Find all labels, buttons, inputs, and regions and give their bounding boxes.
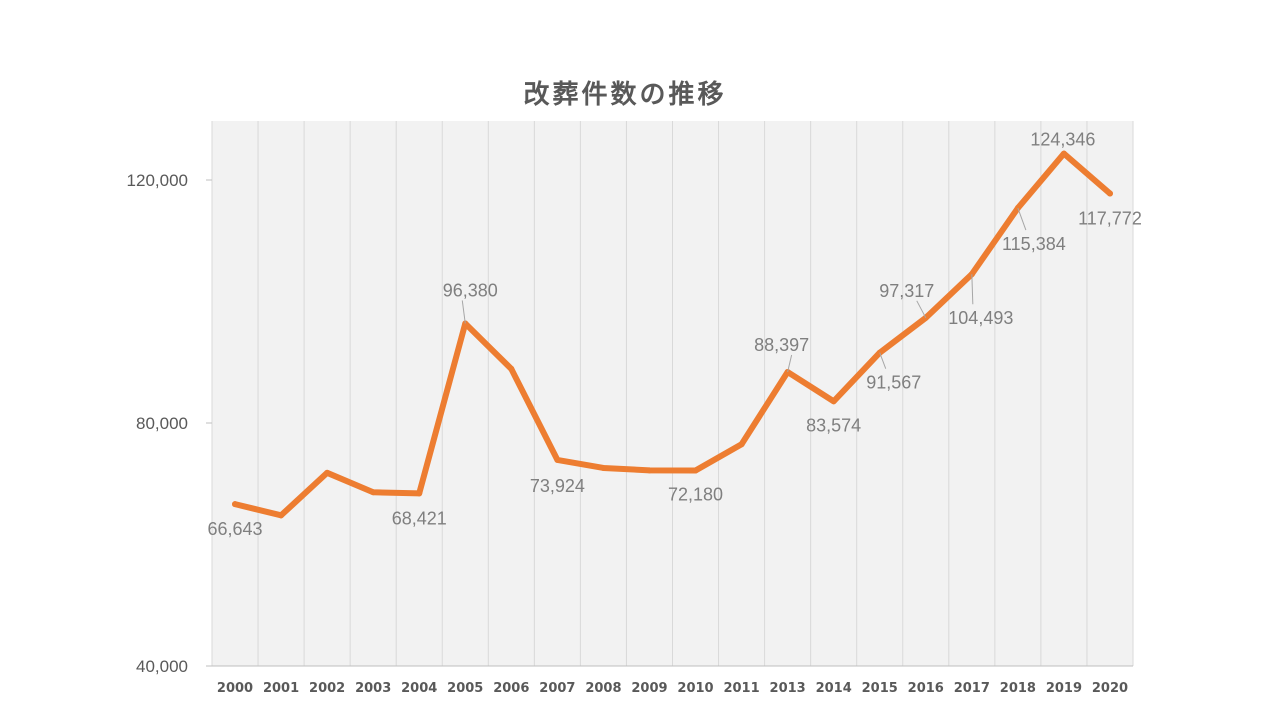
- data-point: [370, 489, 377, 496]
- leader-line: [1017, 207, 1027, 231]
- x-tick-label: 2005: [447, 681, 483, 696]
- data-point: [324, 469, 331, 476]
- x-tick-label: 2015: [862, 681, 898, 696]
- data-label: 97,317: [879, 281, 934, 301]
- data-label: 73,924: [530, 476, 585, 496]
- axes: 40,000 80,000 120,000 2000 2001 2002 2003 2004 2…: [127, 171, 1133, 696]
- data-point: [278, 512, 285, 519]
- leader-line: [916, 300, 927, 319]
- y-tick-label: 120,000: [127, 171, 188, 190]
- data-labels: 66,643 68,421 96,380 73,924 72,180 88,397 83,5…: [207, 130, 1141, 540]
- x-tick-label: 2003: [355, 681, 391, 696]
- x-tick-label: 2009: [631, 681, 667, 696]
- x-tick-label: 2018: [1000, 681, 1036, 696]
- data-point: [416, 490, 423, 497]
- chart-title: 改葬件数の推移: [523, 80, 727, 110]
- data-point: [830, 398, 837, 405]
- x-tick-label: 2006: [493, 681, 529, 696]
- x-tick-label: 2002: [309, 681, 345, 696]
- data-point: [600, 464, 607, 471]
- x-tick-label: 2004: [401, 681, 437, 696]
- x-tick-label: 2008: [585, 681, 621, 696]
- data-point: [646, 467, 653, 474]
- leader-line: [461, 300, 466, 324]
- data-label: 104,493: [948, 308, 1013, 328]
- x-tick-label: 2019: [1046, 681, 1082, 696]
- x-tick-label: 2016: [908, 681, 944, 696]
- data-point: [692, 467, 699, 474]
- data-label: 124,346: [1030, 130, 1095, 150]
- x-tick-label: 2010: [677, 681, 713, 696]
- data-label: 88,397: [754, 335, 809, 355]
- data-label: 115,384: [1002, 234, 1066, 254]
- series-line: [232, 150, 1113, 519]
- leader-line: [787, 354, 793, 373]
- y-tick-label: 40,000: [136, 657, 188, 676]
- data-point: [1060, 150, 1067, 157]
- data-point: [554, 456, 561, 463]
- data-point: [1106, 190, 1113, 197]
- y-tick-label: 80,000: [136, 414, 188, 433]
- data-label: 68,421: [392, 508, 447, 528]
- data-point: [508, 365, 515, 372]
- x-tick-label: 2013: [770, 681, 806, 696]
- leader-line: [879, 352, 887, 369]
- data-point: [232, 501, 239, 508]
- data-label: 66,643: [207, 519, 262, 539]
- x-tick-label: 2000: [217, 681, 253, 696]
- data-label: 96,380: [443, 280, 498, 300]
- x-tick-label: 2020: [1092, 681, 1128, 696]
- series: [232, 150, 1113, 519]
- x-tick-label: 2007: [539, 681, 575, 696]
- x-tick-label: 2017: [954, 681, 990, 696]
- x-tick-label: 2011: [723, 681, 759, 696]
- data-point: [738, 441, 745, 448]
- leader-line: [971, 274, 974, 305]
- gridlines: [211, 121, 1134, 666]
- data-label: 91,567: [866, 373, 921, 393]
- data-label: 117,772: [1078, 209, 1142, 229]
- data-label: 83,574: [806, 415, 861, 435]
- x-tick-label: 2001: [263, 681, 299, 696]
- x-tick-label: 2014: [816, 681, 852, 696]
- data-label: 72,180: [668, 485, 723, 505]
